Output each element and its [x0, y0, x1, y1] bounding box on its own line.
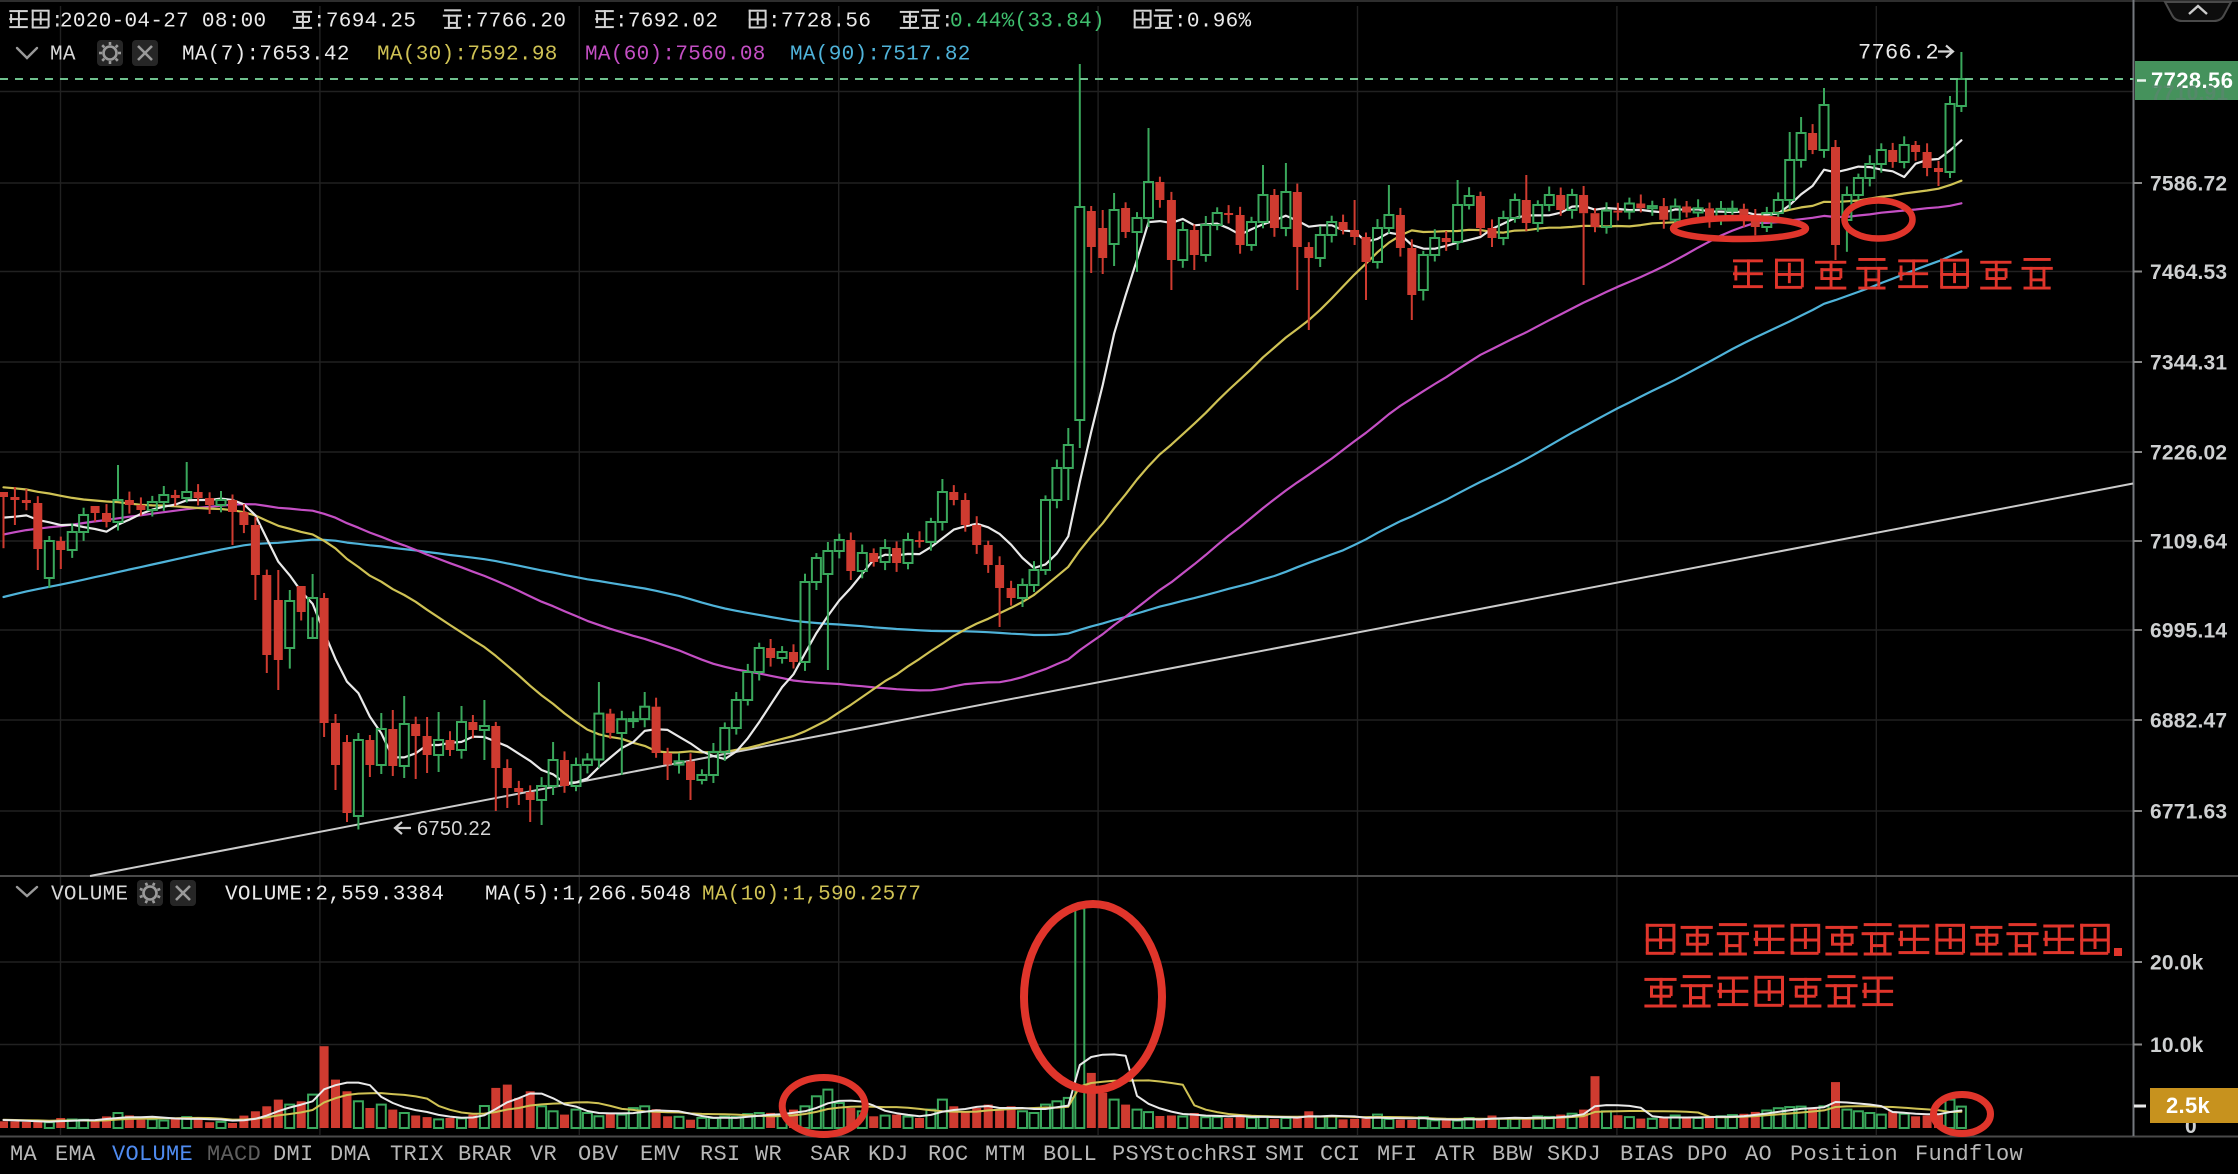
svg-text:PSY: PSY: [1112, 1142, 1153, 1167]
svg-text:WR: WR: [755, 1142, 782, 1167]
svg-text:7109.64: 7109.64: [2150, 531, 2227, 554]
svg-text:BRAR: BRAR: [458, 1142, 512, 1167]
svg-text:0: 0: [2185, 1115, 2197, 1138]
svg-text::7692.02: :7692.02: [615, 11, 718, 34]
svg-text::7694.25: :7694.25: [313, 11, 416, 34]
svg-text:VOLUME: VOLUME: [112, 1142, 193, 1167]
svg-text::: :: [941, 11, 954, 34]
svg-text:KDJ: KDJ: [868, 1142, 909, 1167]
svg-text:MA(60):7560.08: MA(60):7560.08: [585, 44, 766, 67]
svg-text:BIAS: BIAS: [1620, 1142, 1674, 1167]
svg-text:2.5k: 2.5k: [2166, 1093, 2210, 1118]
svg-text::0.96%: :0.96%: [1174, 11, 1252, 34]
svg-text:7226.02: 7226.02: [2150, 442, 2227, 465]
svg-text:7464.53: 7464.53: [2150, 261, 2227, 284]
svg-text:7344.31: 7344.31: [2150, 352, 2227, 375]
svg-text:7710.91: 7710.91: [2151, 82, 2228, 105]
svg-text:ROC: ROC: [928, 1142, 969, 1167]
svg-text:MA(90):7517.82: MA(90):7517.82: [790, 44, 971, 67]
svg-text:DMA: DMA: [330, 1142, 371, 1167]
svg-text:DMI: DMI: [273, 1142, 314, 1167]
svg-text:MFI: MFI: [1377, 1142, 1418, 1167]
svg-text:2020-04-27 08:00: 2020-04-27 08:00: [60, 11, 266, 34]
svg-text:MA(5):1,266.5048: MA(5):1,266.5048: [485, 884, 691, 907]
svg-text:SAR: SAR: [810, 1142, 851, 1167]
svg-text:10.0k: 10.0k: [2150, 1034, 2204, 1057]
svg-text:VR: VR: [530, 1142, 557, 1167]
svg-text:EMV: EMV: [640, 1142, 681, 1167]
svg-text::: :: [51, 11, 64, 34]
svg-text:EMA: EMA: [55, 1142, 96, 1167]
svg-text:BOLL: BOLL: [1043, 1142, 1097, 1167]
svg-text:BBW: BBW: [1492, 1142, 1533, 1167]
svg-text:AO: AO: [1745, 1142, 1772, 1167]
svg-text:MA: MA: [50, 44, 76, 67]
svg-text:SMI: SMI: [1265, 1142, 1306, 1167]
svg-text:6750.22: 6750.22: [417, 818, 491, 840]
svg-text:7586.72: 7586.72: [2150, 173, 2227, 196]
svg-text:ATR: ATR: [1435, 1142, 1476, 1167]
svg-text:MA(30):7592.98: MA(30):7592.98: [377, 44, 558, 67]
svg-text:6882.47: 6882.47: [2150, 710, 2227, 733]
svg-text:VOLUME: VOLUME: [51, 884, 128, 907]
svg-text:OBV: OBV: [578, 1142, 619, 1167]
svg-text:7728.56: 7728.56: [2151, 68, 2233, 93]
svg-text::7766.20: :7766.20: [463, 11, 566, 34]
svg-text:Fundflow: Fundflow: [1915, 1142, 2023, 1167]
svg-text:TRIX: TRIX: [390, 1142, 444, 1167]
svg-text:CCI: CCI: [1320, 1142, 1361, 1167]
svg-text:0.44%(33.84): 0.44%(33.84): [950, 11, 1105, 34]
svg-text:DPO: DPO: [1687, 1142, 1728, 1167]
svg-text:Position: Position: [1790, 1142, 1898, 1167]
svg-text:MA: MA: [10, 1142, 38, 1167]
svg-text:RSI: RSI: [700, 1142, 741, 1167]
svg-text:6995.14: 6995.14: [2150, 620, 2227, 643]
svg-text::7728.56: :7728.56: [768, 11, 871, 34]
svg-text:7766.2: 7766.2: [1858, 41, 1939, 66]
svg-text:6771.63: 6771.63: [2150, 801, 2227, 824]
svg-text:SKDJ: SKDJ: [1547, 1142, 1601, 1167]
svg-text:20.0k: 20.0k: [2150, 952, 2204, 975]
svg-text:MTM: MTM: [985, 1142, 1026, 1167]
svg-text:StochRSI: StochRSI: [1150, 1142, 1258, 1167]
svg-text:VOLUME:2,559.3384: VOLUME:2,559.3384: [225, 884, 444, 907]
svg-text:MA(10):1,590.2577: MA(10):1,590.2577: [702, 884, 921, 907]
svg-text:MACD: MACD: [207, 1142, 261, 1167]
svg-text:MA(7):7653.42: MA(7):7653.42: [182, 44, 350, 67]
